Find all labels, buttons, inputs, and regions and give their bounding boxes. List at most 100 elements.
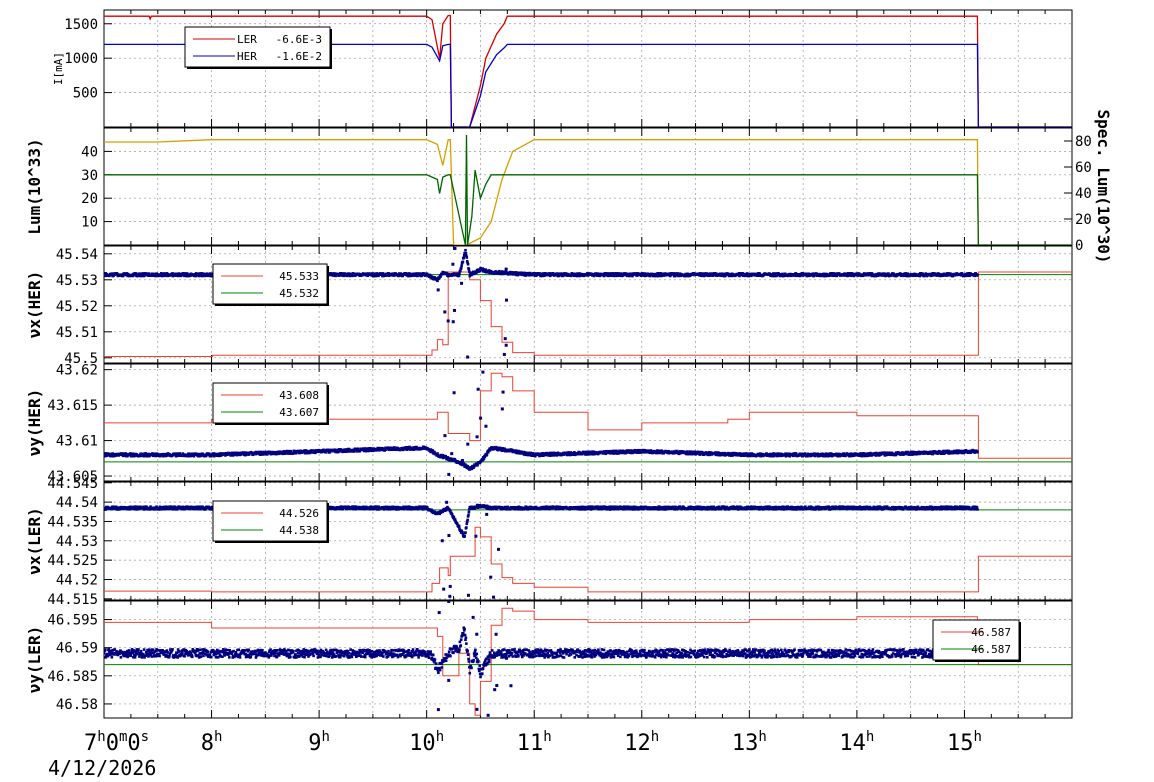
series-point xyxy=(529,451,533,455)
series-point xyxy=(912,452,915,456)
series-point xyxy=(952,449,956,453)
y-tick-label: 44.545 xyxy=(47,476,98,492)
legend-value: -1.6E-2 xyxy=(276,50,322,63)
series-point xyxy=(431,449,435,452)
series-point xyxy=(876,452,879,455)
series-point xyxy=(201,452,204,456)
series-point xyxy=(769,452,772,456)
series-point xyxy=(459,460,463,464)
series-point xyxy=(343,448,346,451)
series-point xyxy=(607,449,611,453)
y-tick-label: 45.5 xyxy=(64,351,98,367)
plot-area xyxy=(104,14,1072,127)
y-tick-label: 44.52 xyxy=(56,572,98,588)
y-axis-label: Lum(10^33) xyxy=(25,138,44,234)
series-point xyxy=(784,454,788,458)
series-point xyxy=(446,319,450,323)
series-point xyxy=(287,449,291,453)
series-point xyxy=(372,272,376,275)
series-line xyxy=(104,134,1072,245)
y-tick-label: 1500 xyxy=(64,17,98,33)
series-point xyxy=(143,505,146,509)
series-point xyxy=(478,269,482,273)
series-point xyxy=(718,272,722,276)
series-point xyxy=(695,452,699,455)
series-point xyxy=(890,451,894,455)
series-point xyxy=(479,416,483,420)
series-point xyxy=(231,451,234,455)
series-point xyxy=(887,272,890,275)
series-point xyxy=(466,442,470,446)
series-point xyxy=(873,451,876,455)
series-point xyxy=(261,450,264,454)
series-point xyxy=(104,452,108,455)
series-line xyxy=(104,372,1072,459)
series-point xyxy=(110,272,114,275)
series-point xyxy=(542,274,546,278)
series-point xyxy=(470,467,474,471)
series-point xyxy=(503,447,506,451)
series-line xyxy=(104,526,1072,593)
series-point xyxy=(741,272,744,275)
legend-value: 43.607 xyxy=(279,406,319,419)
series-point xyxy=(464,248,467,252)
series-point xyxy=(822,452,825,456)
y-tick-label: 30 xyxy=(81,168,98,184)
y-tick-label: 44.525 xyxy=(47,553,98,569)
panel-1: 500 1000 1500 I[mA] LER -6.6E-3 HER -1.6E-2 xyxy=(52,9,1073,128)
series-point xyxy=(939,272,942,276)
panel-frame xyxy=(103,127,1073,246)
series-point xyxy=(472,465,476,469)
series-point xyxy=(603,450,606,453)
series-point xyxy=(825,272,829,276)
series-point xyxy=(202,272,206,276)
series-point xyxy=(655,274,658,278)
series-point xyxy=(609,451,612,455)
series-point xyxy=(459,269,462,273)
series-point xyxy=(976,450,979,454)
series-line xyxy=(104,43,1072,127)
series-point xyxy=(130,454,133,458)
panel-2: 10 20 30 40 0 20 40 60 80 Spec. Lum(10^30) Lum(10^… xyxy=(25,109,1113,263)
series-point xyxy=(619,449,623,453)
series-point xyxy=(611,272,615,275)
series-point xyxy=(745,272,749,275)
series-point xyxy=(783,272,787,276)
series-point xyxy=(371,272,374,275)
legend: 45.533 45.532 xyxy=(212,263,329,306)
series-point xyxy=(721,451,725,455)
series-point xyxy=(305,449,308,453)
series-point xyxy=(364,449,368,453)
y-tick-label: 40 xyxy=(81,144,98,160)
series-point xyxy=(346,450,350,453)
series-point xyxy=(126,454,129,458)
series-point xyxy=(452,459,455,463)
series-point xyxy=(486,450,490,454)
series-point xyxy=(567,451,571,454)
series-point xyxy=(443,310,447,314)
series-point xyxy=(484,268,488,271)
series-point xyxy=(631,274,634,278)
series-point xyxy=(460,264,463,268)
legend: 43.608 43.607 xyxy=(212,382,329,425)
series-point xyxy=(324,451,327,454)
series-point xyxy=(460,459,464,463)
series-point xyxy=(476,463,479,467)
series-point xyxy=(610,450,614,453)
series-point xyxy=(771,274,774,278)
series-point xyxy=(588,450,592,454)
series-point xyxy=(698,453,702,456)
series-point xyxy=(466,262,470,266)
series-point xyxy=(501,390,505,394)
series-point xyxy=(505,298,509,302)
series-point xyxy=(461,260,465,264)
series-point xyxy=(468,270,471,274)
series-point xyxy=(484,424,488,428)
series-point xyxy=(188,452,192,456)
series-point xyxy=(850,274,853,278)
series-point xyxy=(476,387,480,391)
y-tick-label: 43.605 xyxy=(47,469,98,485)
series-point xyxy=(209,274,213,278)
series-point xyxy=(795,452,798,456)
